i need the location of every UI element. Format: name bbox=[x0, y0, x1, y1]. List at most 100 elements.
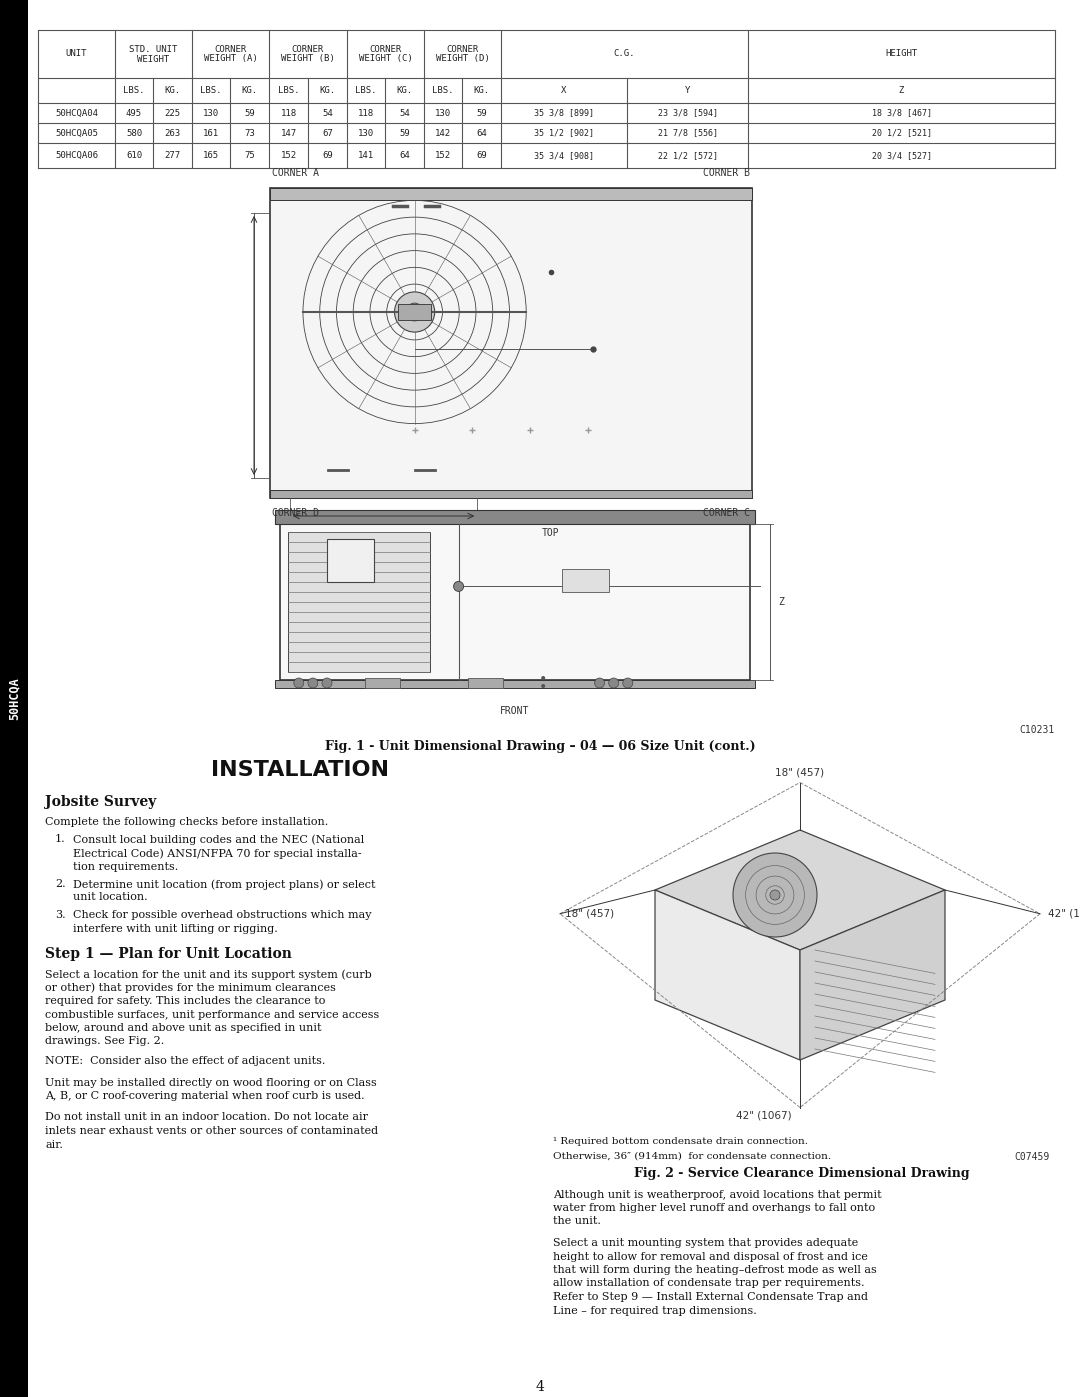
Bar bbox=[365, 678, 400, 687]
Text: LBS.: LBS. bbox=[355, 87, 377, 95]
Text: 277: 277 bbox=[164, 151, 180, 161]
Text: 580: 580 bbox=[126, 129, 143, 137]
Text: below, around and above unit as specified in unit: below, around and above unit as specifie… bbox=[45, 1023, 322, 1032]
Text: TOP: TOP bbox=[542, 528, 559, 538]
Text: 142: 142 bbox=[435, 129, 451, 137]
Text: Determine unit location (from project plans) or select: Determine unit location (from project pl… bbox=[73, 879, 376, 890]
Circle shape bbox=[733, 854, 816, 937]
Text: 50HCQA06: 50HCQA06 bbox=[55, 151, 98, 161]
Text: CORNER: CORNER bbox=[214, 45, 246, 53]
Text: Consult local building codes and the NEC (National: Consult local building codes and the NEC… bbox=[73, 834, 364, 845]
Text: 64: 64 bbox=[400, 151, 410, 161]
Text: Jobsite Survey: Jobsite Survey bbox=[45, 795, 157, 809]
Text: CORNER A: CORNER A bbox=[272, 168, 319, 177]
Text: Z: Z bbox=[899, 87, 904, 95]
Text: 130: 130 bbox=[435, 109, 451, 117]
Circle shape bbox=[623, 678, 633, 687]
Text: 152: 152 bbox=[281, 151, 297, 161]
Text: or other) that provides for the minimum clearances: or other) that provides for the minimum … bbox=[45, 982, 336, 993]
Text: 50HCQA: 50HCQA bbox=[8, 678, 21, 719]
Text: Fig. 1 - Unit Dimensional Drawing – 04 — 06 Size Unit (cont.): Fig. 1 - Unit Dimensional Drawing – 04 —… bbox=[325, 740, 755, 753]
Circle shape bbox=[308, 678, 318, 687]
Bar bbox=[397, 305, 431, 320]
Text: HEIGHT: HEIGHT bbox=[886, 49, 918, 59]
Text: Select a location for the unit and its support system (curb: Select a location for the unit and its s… bbox=[45, 970, 372, 979]
Text: 161: 161 bbox=[203, 129, 219, 137]
Text: Y: Y bbox=[685, 87, 690, 95]
Text: 152: 152 bbox=[435, 151, 451, 161]
Text: 3.: 3. bbox=[55, 909, 66, 921]
Text: 225: 225 bbox=[164, 109, 180, 117]
Text: 118: 118 bbox=[281, 109, 297, 117]
Text: 18" (457): 18" (457) bbox=[565, 909, 615, 919]
Text: 21 7/8 [556]: 21 7/8 [556] bbox=[658, 129, 717, 137]
Text: 20 1/2 [521]: 20 1/2 [521] bbox=[872, 129, 931, 137]
Bar bbox=[0, 0, 28, 1397]
Circle shape bbox=[609, 678, 619, 687]
Text: 23 3/8 [594]: 23 3/8 [594] bbox=[658, 109, 717, 117]
Bar bbox=[270, 189, 752, 200]
Text: the unit.: the unit. bbox=[553, 1217, 600, 1227]
Text: 130: 130 bbox=[357, 129, 374, 137]
Text: Although unit is weatherproof, avoid locations that permit: Although unit is weatherproof, avoid loc… bbox=[553, 1189, 881, 1200]
Text: Step 1 — Plan for Unit Location: Step 1 — Plan for Unit Location bbox=[45, 947, 292, 961]
Text: KG.: KG. bbox=[242, 87, 257, 95]
Text: Z: Z bbox=[778, 597, 784, 608]
Text: KG.: KG. bbox=[320, 87, 336, 95]
Text: 50HCQA04: 50HCQA04 bbox=[55, 109, 98, 117]
Text: X: X bbox=[562, 87, 567, 95]
Text: 2.: 2. bbox=[55, 879, 66, 888]
Text: Do not install unit in an indoor location. Do not locate air: Do not install unit in an indoor locatio… bbox=[45, 1112, 368, 1123]
Text: allow installation of condensate trap per requirements.: allow installation of condensate trap pe… bbox=[553, 1278, 864, 1288]
Text: CORNER: CORNER bbox=[292, 45, 324, 53]
Polygon shape bbox=[800, 890, 945, 1060]
Text: 1.: 1. bbox=[55, 834, 66, 845]
Bar bbox=[275, 680, 755, 687]
Text: LBS.: LBS. bbox=[278, 87, 299, 95]
Text: Fig. 2 - Service Clearance Dimensional Drawing: Fig. 2 - Service Clearance Dimensional D… bbox=[634, 1168, 970, 1180]
Text: Line – for required trap dimensions.: Line – for required trap dimensions. bbox=[553, 1306, 757, 1316]
Circle shape bbox=[394, 292, 434, 332]
Circle shape bbox=[454, 581, 463, 591]
Text: 18" (457): 18" (457) bbox=[775, 767, 824, 778]
Bar bbox=[270, 189, 752, 497]
Text: 69: 69 bbox=[476, 151, 487, 161]
Text: 4: 4 bbox=[536, 1380, 544, 1394]
Text: Check for possible overhead obstructions which may: Check for possible overhead obstructions… bbox=[73, 909, 372, 921]
Text: Otherwise, 36″ (914mm)  for condensate connection.: Otherwise, 36″ (914mm) for condensate co… bbox=[553, 1151, 832, 1161]
Text: WEIGHT (C): WEIGHT (C) bbox=[359, 54, 413, 63]
Bar bbox=[468, 678, 503, 687]
Circle shape bbox=[294, 678, 303, 687]
Bar bbox=[280, 524, 750, 680]
Text: 20 3/4 [527]: 20 3/4 [527] bbox=[872, 151, 931, 161]
Text: LBS.: LBS. bbox=[123, 87, 145, 95]
Circle shape bbox=[541, 676, 545, 680]
Text: 147: 147 bbox=[281, 129, 297, 137]
Text: interfere with unit lifting or rigging.: interfere with unit lifting or rigging. bbox=[73, 923, 278, 933]
Circle shape bbox=[595, 678, 605, 687]
Text: 75: 75 bbox=[244, 151, 255, 161]
Polygon shape bbox=[654, 890, 800, 1060]
Text: 54: 54 bbox=[322, 109, 333, 117]
Text: 610: 610 bbox=[126, 151, 143, 161]
Text: required for safety. This includes the clearance to: required for safety. This includes the c… bbox=[45, 996, 325, 1006]
Text: tion requirements.: tion requirements. bbox=[73, 862, 178, 872]
Text: 42" (1067): 42" (1067) bbox=[737, 1111, 792, 1120]
Bar bbox=[562, 569, 609, 592]
Text: CORNER: CORNER bbox=[369, 45, 402, 53]
Text: 54: 54 bbox=[400, 109, 410, 117]
Text: 59: 59 bbox=[476, 109, 487, 117]
Text: 59: 59 bbox=[244, 109, 255, 117]
Text: CORNER B: CORNER B bbox=[703, 168, 750, 177]
Text: combustible surfaces, unit performance and service access: combustible surfaces, unit performance a… bbox=[45, 1010, 379, 1020]
Text: WEIGHT (B): WEIGHT (B) bbox=[281, 54, 335, 63]
Text: inlets near exhaust vents or other sources of contaminated: inlets near exhaust vents or other sourc… bbox=[45, 1126, 378, 1136]
Text: Complete the following checks before installation.: Complete the following checks before ins… bbox=[45, 817, 328, 827]
Text: 64: 64 bbox=[476, 129, 487, 137]
Text: 495: 495 bbox=[126, 109, 143, 117]
Text: that will form during the heating–defrost mode as well as: that will form during the heating–defros… bbox=[553, 1266, 877, 1275]
Text: CORNER: CORNER bbox=[446, 45, 478, 53]
Text: 22 1/2 [572]: 22 1/2 [572] bbox=[658, 151, 717, 161]
Circle shape bbox=[406, 303, 423, 321]
Text: drawings. See Fig. 2.: drawings. See Fig. 2. bbox=[45, 1037, 164, 1046]
